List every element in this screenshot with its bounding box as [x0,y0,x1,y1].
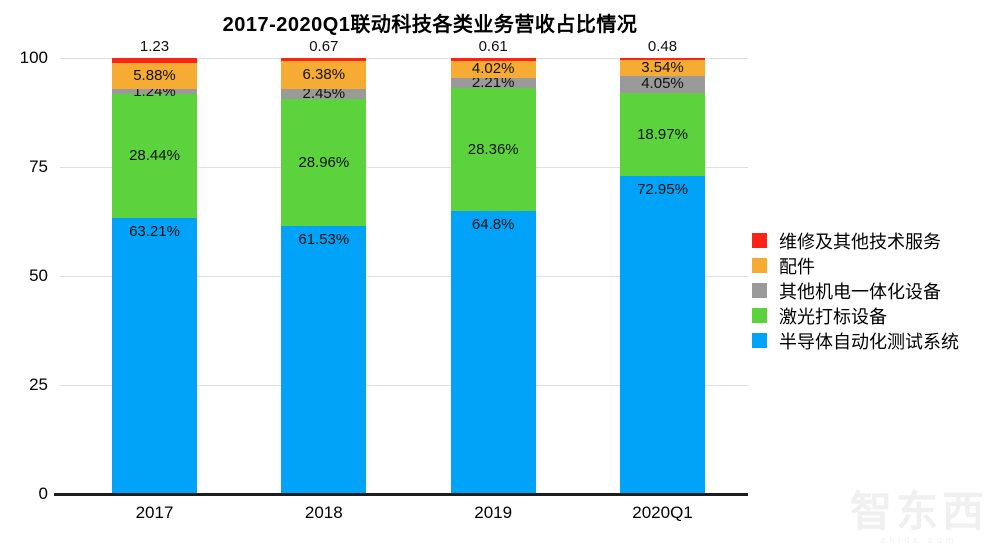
watermark-site: zhidx.com [880,535,958,545]
bar-top-label: 0.48 [647,38,678,56]
legend-item: 维修及其他技术服务 [752,228,959,253]
gridline [60,384,748,386]
bar-segment-2017 [112,58,197,64]
bar-segment-2019 [450,60,536,79]
bar-segment-2019 [450,58,536,61]
bar-segment-2019 [450,78,536,88]
bar-segment-2017 [112,63,197,89]
y-tick-label: 75 [29,157,48,176]
chart-title: 2017-2020Q1联动科技各类业务营收占比情况 [222,14,638,36]
y-tick-label: 50 [29,266,48,285]
segment-label: 63.21% [129,223,180,241]
bar-segment-2018 [281,58,367,61]
legend-label: 半导体自动化测试系统 [779,331,959,352]
bar-segment-2019 [450,87,536,212]
bar-segment-2020Q1 [620,175,705,494]
watermark-logo: 智东西 [849,488,988,535]
x-axis-line [54,493,748,496]
legend-label: 其他机电一体化设备 [779,281,941,302]
legend-swatch-icon [752,283,767,298]
x-tick-label: 2018 [304,503,343,522]
legend-item: 半导体自动化测试系统 [752,328,959,353]
segment-label: 28.96% [298,153,350,171]
bar-segment-2020Q1 [620,60,705,76]
legend-swatch-icon [752,233,767,248]
segment-label: 72.95% [637,180,688,198]
x-tick-label: 2020Q1 [632,503,693,522]
y-tick-label: 25 [29,375,48,394]
segment-label: 2.45% [302,85,346,103]
bar-segment-2017 [112,218,197,494]
bar-segment-2018 [281,88,367,100]
chart-legend: 维修及其他技术服务 配件其他机电一体化设备 激光打标设备半导体自动化测试系统 [752,228,959,353]
x-tick-label: 2017 [135,503,174,522]
legend-swatch-icon [752,308,767,323]
segment-label: 18.97% [637,125,688,143]
segment-label: 4.02% [471,60,515,78]
bar-top-label: 0.67 [309,38,339,56]
segment-label: 5.88% [133,67,176,85]
segment-label: 64.8% [471,216,515,234]
bar-segment-2017 [112,88,197,95]
watermark: 智东西 zhidx.com [849,488,988,546]
legend-swatch-icon [752,258,767,273]
legend-label: 激光打标设备 [779,306,887,327]
bar-segment-2017 [112,94,197,219]
segment-label: 61.53% [298,230,350,248]
legend-item: 激光打标设备 [752,303,959,328]
bar-segment-2018 [281,225,367,494]
segment-label: 4.05% [641,75,684,93]
legend-item: 其他机电一体化设备 [752,278,959,303]
bar-segment-2018 [281,60,367,89]
gridline [60,57,748,59]
bar-segment-2020Q1 [620,93,705,176]
bar-segment-2020Q1 [620,75,705,94]
gridline [60,166,748,168]
legend-label: 配件 [779,256,815,277]
segment-label: 2.21% [471,74,515,91]
bar-segment-2020Q1 [620,58,705,61]
y-tick-label: 0 [38,484,48,503]
y-tick-label: 100 [19,48,48,67]
bar-segment-2018 [281,99,367,226]
gridline [60,275,748,277]
legend-item: 配件 [752,253,959,278]
segment-label: 28.36% [467,140,519,158]
bar-segment-2019 [450,211,536,494]
bar-top-label: 1.23 [139,38,170,55]
legend-label: 维修及其他技术服务 [779,231,941,252]
segment-label: 28.44% [129,147,180,165]
legend-swatch-icon [752,333,767,348]
x-tick-label: 2019 [474,503,513,522]
segment-label: 3.54% [641,58,684,76]
segment-label: 6.38% [302,65,346,83]
bar-top-label: 0.61 [478,38,508,55]
